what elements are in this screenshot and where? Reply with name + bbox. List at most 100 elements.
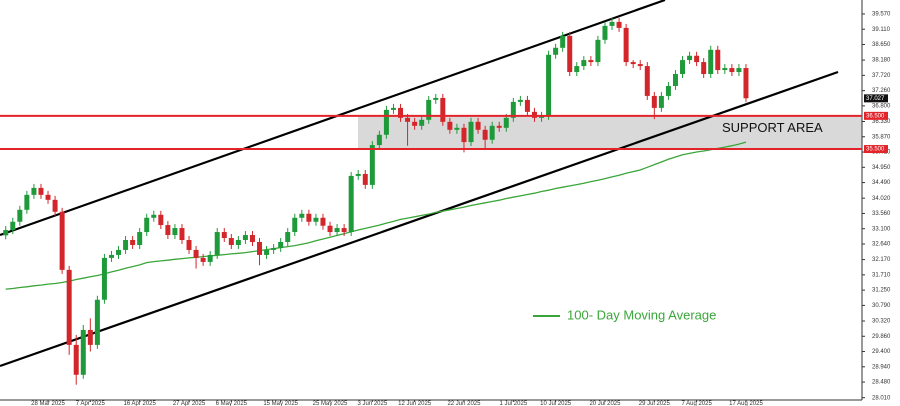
candle-body — [651, 95, 657, 108]
candle-body — [630, 62, 636, 65]
candle-body — [101, 257, 107, 300]
candle-body — [581, 60, 587, 67]
candle-body — [200, 257, 206, 262]
candle-body — [193, 249, 199, 258]
candle-body — [729, 68, 735, 73]
legend-label: 100- Day Moving Average — [567, 307, 716, 322]
candle-body — [235, 240, 241, 245]
x-tick-label: 20 Jul 2025 — [589, 401, 621, 406]
candle-body — [708, 49, 714, 75]
candle-body — [94, 299, 100, 345]
candle-body — [560, 35, 566, 48]
candle-body — [130, 240, 136, 245]
candle-body — [271, 247, 277, 250]
y-tick-label: 32.640 — [872, 242, 891, 248]
candle-body — [736, 68, 742, 73]
y-tick-label: 38.180 — [872, 58, 891, 64]
candle-body — [454, 127, 460, 130]
moving-average-line — [5, 141, 747, 290]
x-tick-label: 28 Mar 2025 — [31, 401, 65, 406]
x-tick-label: 29 Jul 2025 — [639, 401, 671, 406]
candle-body — [327, 225, 333, 233]
candle-body — [623, 27, 629, 63]
candle-body — [694, 55, 700, 63]
candle-body — [567, 35, 573, 73]
x-tick-label: 7 Aug 2025 — [681, 401, 712, 406]
candle-body — [447, 121, 453, 130]
candle-body — [257, 241, 263, 255]
candle-body — [38, 187, 44, 195]
support-price-label: 35.500 — [866, 147, 885, 153]
candle-body — [3, 230, 9, 236]
candle-body — [348, 175, 354, 233]
candle-body — [722, 68, 728, 71]
candle-body — [299, 213, 305, 218]
candle-body — [313, 217, 319, 222]
y-tick-label: 37.260 — [872, 88, 891, 94]
candle-body — [108, 254, 114, 258]
candle-body — [221, 232, 227, 239]
y-tick-label: 28.480 — [872, 380, 891, 386]
x-tick-label: 17 Aug 2025 — [729, 401, 763, 406]
x-tick-label: 6 May 2025 — [216, 401, 248, 406]
y-tick-label: 31.250 — [872, 288, 891, 294]
x-tick-label: 12 Jun 2025 — [398, 401, 432, 406]
support-price-tag — [864, 145, 888, 154]
candle-body — [355, 173, 361, 176]
candle-body — [743, 68, 749, 99]
y-tick-label: 30.320 — [872, 319, 891, 325]
support-area-label: SUPPORT AREA — [722, 120, 823, 135]
candle-body — [482, 129, 488, 140]
candle-body — [701, 62, 707, 75]
candle-body — [306, 213, 312, 222]
x-tick-label: 27 Apr 2025 — [173, 401, 206, 406]
y-tick-label: 29.400 — [872, 349, 891, 355]
y-tick-label: 34.950 — [872, 165, 891, 171]
y-tick-label: 38.650 — [872, 42, 891, 48]
y-tick-label: 31.710 — [872, 272, 891, 278]
candle-body — [680, 60, 686, 75]
candle-body — [715, 49, 721, 71]
candle-body — [144, 217, 150, 233]
y-tick-label: 34.020 — [872, 196, 891, 202]
candle-body — [10, 221, 16, 231]
candle-body — [426, 99, 432, 120]
candle-body — [398, 107, 404, 118]
candle-body — [73, 344, 79, 375]
candle-body — [496, 125, 502, 128]
candle-body — [207, 254, 213, 262]
candle-body — [665, 85, 671, 96]
y-tick-label: 32.170 — [872, 257, 891, 263]
candle-body — [588, 60, 594, 63]
candle-body — [553, 47, 559, 55]
x-tick-label: 22 Jun 2025 — [447, 401, 481, 406]
candle-body — [165, 225, 171, 236]
y-tick-label: 39.570 — [872, 12, 891, 18]
y-tick-label: 28.940 — [872, 364, 891, 370]
candle-body — [116, 249, 122, 255]
candle-body — [179, 228, 185, 240]
last-price-label: 37.027 — [866, 96, 885, 102]
candle-body — [285, 232, 291, 242]
candle-body — [31, 187, 37, 195]
candle-body — [158, 214, 164, 226]
candle-body — [320, 217, 326, 226]
x-tick-label: 15 May 2025 — [263, 401, 298, 406]
channel-lower-line — [0, 70, 839, 368]
x-tick-label: 16 Apr 2025 — [123, 401, 156, 406]
candle-body — [658, 95, 664, 108]
y-tick-label: 36.800 — [872, 103, 891, 109]
candle-body — [433, 97, 439, 100]
channel-upper-line — [0, 0, 666, 237]
y-tick-label: 35.870 — [872, 134, 891, 140]
x-tick-label: 10 Jul 2025 — [540, 401, 572, 406]
last-price-tag — [864, 94, 888, 103]
y-tick-label: 33.100 — [872, 226, 891, 232]
candle-body — [440, 97, 446, 122]
candle-body — [637, 64, 643, 67]
x-tick-label: 25 May 2025 — [313, 401, 348, 406]
candle-body — [574, 66, 580, 73]
y-tick-label: 39.110 — [872, 27, 891, 33]
candle-body — [517, 99, 523, 102]
